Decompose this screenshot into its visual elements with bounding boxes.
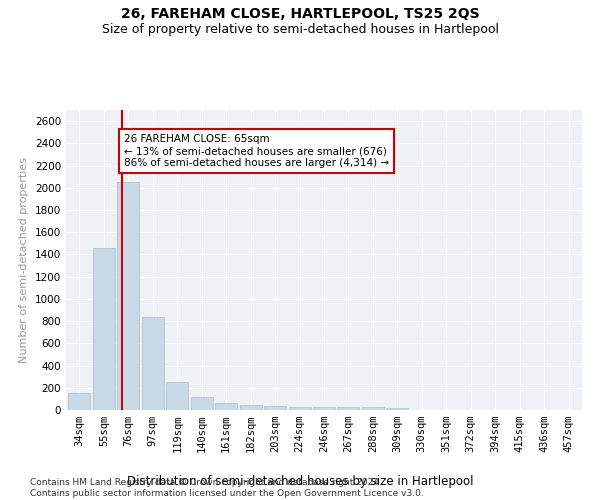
Bar (239, 405, 262, 410)
Bar (166, 382, 188, 410)
Bar (215, 403, 237, 410)
Text: Distribution of semi-detached houses by size in Hartlepool: Distribution of semi-detached houses by … (127, 474, 473, 488)
Bar (289, 406, 311, 410)
Text: Size of property relative to semi-detached houses in Hartlepool: Size of property relative to semi-detach… (101, 22, 499, 36)
Bar (118, 182, 139, 410)
Text: 26, FAREHAM CLOSE, HARTLEPOOL, TS25 2QS: 26, FAREHAM CLOSE, HARTLEPOOL, TS25 2QS (121, 8, 479, 22)
Bar (264, 406, 286, 410)
Text: 26 FAREHAM CLOSE: 65sqm
← 13% of semi-detached houses are smaller (676)
86% of s: 26 FAREHAM CLOSE: 65sqm ← 13% of semi-de… (124, 134, 389, 168)
Bar (142, 317, 164, 410)
Bar (191, 397, 213, 410)
Y-axis label: Number of semi-detached properties: Number of semi-detached properties (19, 157, 29, 363)
Bar (93, 248, 115, 410)
Bar (68, 394, 91, 410)
Bar (337, 406, 359, 410)
Bar (313, 406, 335, 410)
Bar (362, 407, 384, 410)
Bar (386, 408, 409, 410)
Text: Contains HM Land Registry data © Crown copyright and database right 2024.
Contai: Contains HM Land Registry data © Crown c… (30, 478, 424, 498)
